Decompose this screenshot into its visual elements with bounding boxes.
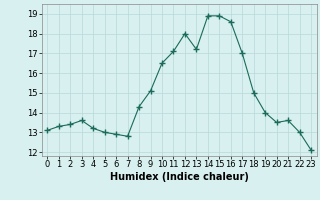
X-axis label: Humidex (Indice chaleur): Humidex (Indice chaleur) <box>110 172 249 182</box>
